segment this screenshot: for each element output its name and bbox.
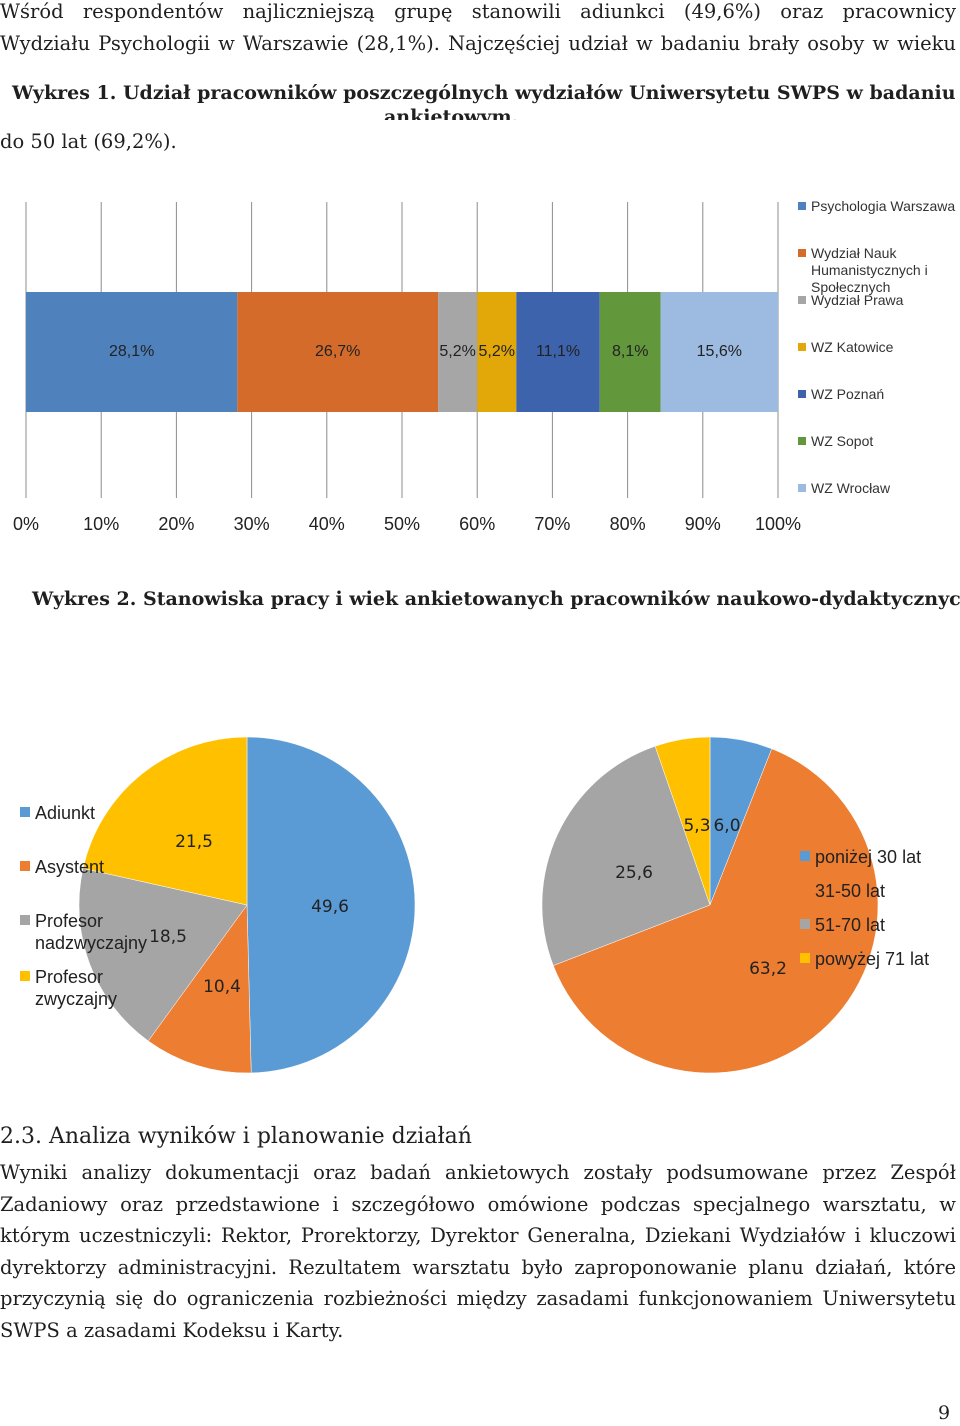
legend-swatch [800,851,810,861]
section-line-1: Wyniki analizy dokumentacji oraz badań a… [0,1161,956,1184]
faculty-legend: Psychologia Warszawa Wydział Nauk Humanis… [798,198,958,508]
legend-label: WZ Wrocław [811,480,891,496]
legend-label: Profesor zwyczajny [35,967,118,1009]
bar-segment-wz-sopot [599,292,661,412]
x-tick-label: 50% [383,514,421,534]
x-tick-label: 10% [83,514,120,534]
legend-swatch [798,343,806,351]
bar-data-label: 28,1% [108,343,155,360]
legend-label: 51-70 lat [815,915,886,935]
legend-swatch [800,953,810,963]
section-line-2: Zadaniowy oraz przedstawione i szczegóło… [0,1192,956,1216]
figure1-caption: Wykres 1. Udział pracowników poszczególn… [12,82,956,104]
legend-swatch [20,807,30,817]
legend-label: 31-50 lat [815,881,886,901]
x-tick-label: 30% [233,514,270,534]
x-tick-label: 60% [459,514,496,534]
age-legend: poniżej 30 lat 31-50 lat 51-70 lat powyżej … [800,846,960,976]
position-legend: Adiunkt Asystent Profesor nadzwyczajny Prof… [20,800,180,1020]
intro-line-1: Wśród respondentów najliczniejszą grupę … [0,0,956,23]
legend-swatch [798,484,806,492]
pie-slice-profesor-zwyczajny [82,736,248,906]
figure1-caption-cont: ankietowym. [384,106,519,120]
pie-data-label: 5,3 [683,816,710,836]
x-tick-label: 20% [158,514,195,534]
bar-segment-wydzia-prawa [438,292,478,412]
legend-swatch [800,885,810,895]
pie-slice-profesor-nadzwyczajny [78,868,248,1042]
legend-swatch [798,249,806,257]
x-tick-label: 0% [12,514,40,534]
legend-label: WZ Katowice [811,339,894,355]
intro-line-2: Wydziału Psychologii w Warszawie (28,1%)… [0,31,956,55]
bar-segment-wz-katowice [477,292,517,412]
section-line-4: dyrektorzy administracyjni. Rezultatem w… [0,1255,956,1279]
legend-swatch [798,202,806,210]
legend-swatch [20,915,30,925]
faculty-bar-labels: 28,1% 26,7% 5,2% 5,2% 11,1% 8,1% 15,6% [0,190,790,520]
bar-data-label: 26,7% [315,343,361,360]
legend-label: Asystent [35,857,105,877]
position-pie-chart: 49,6 10,4 18,5 21,5 Adiunkt Asystent Profesor… [0,720,470,1090]
legend-swatch [20,971,30,981]
section-heading: 2.3. Analiza wyników i planowanie działa… [0,1124,472,1149]
section-line-6: SWPS a zasadami Kodeksu i Karty. [0,1318,344,1342]
x-tick-label: 40% [308,514,345,534]
x-tick-label: 90% [684,514,721,534]
bar-data-label: 15,6% [696,343,743,360]
legend-label: Psychologia Warszawa [811,198,956,214]
x-tick-label: 70% [534,514,571,534]
bar-segment-psychologia-warszawa [26,292,238,412]
pie-data-label: 63,2 [749,959,787,979]
intro-line-3: do 50 lat (69,2%). [0,130,177,153]
legend-swatch [800,919,810,929]
age-pie-chart: 6,0 63,2 25,6 5,3 poniżej 30 lat 31-50 lat 51… [500,720,960,1090]
pie-slice-asystent [147,904,252,1074]
x-tick-label: 80% [609,514,646,534]
legend-label: Wydział Nauk Humanistycznych i Społeczny… [811,245,928,295]
bar-data-label: 5,2% [478,343,515,360]
legend-swatch [20,861,30,871]
page-number: 9 [938,1402,951,1424]
faculty-x-axis: 0% 10% 20% 30% 40% 50% 60% 70% 80% 90% 100% [0,190,820,550]
pie-data-label: 18,5 [149,927,187,947]
pie-data-label: 25,6 [615,863,653,883]
section-paragraph: Wyniki analizy dokumentacji oraz badań a… [0,1157,956,1346]
x-tick-label: 100% [754,514,802,534]
faculty-share-chart: 28,1% 26,7% 5,2% 5,2% 11,1% 8,1% 15,6% 0% 10% 20… [0,190,960,560]
pie-data-label: 21,5 [175,832,213,852]
pie-slice-powy-ej-71-lat [654,736,711,906]
position-pie: 49,6 10,4 18,5 21,5 [78,736,416,1074]
legend-label: WZ Poznań [811,386,885,402]
legend-label: Adiunkt [35,803,96,823]
pie-slice-31-50-lat [552,748,879,1074]
legend-label: Wydział Prawa [811,292,904,308]
pie-data-label: 6,0 [713,816,740,836]
legend-swatch [798,390,806,398]
legend-swatch [798,437,806,445]
bar-data-label: 8,1% [611,343,649,360]
section-line-3: którym uczestniczyli: Rektor, Prorektorz… [0,1224,956,1247]
legend-label: poniżej 30 lat [815,847,922,867]
pie-slice-adiunkt [246,736,416,1074]
figure2-caption: Wykres 2. Stanowiska pracy i wiek ankiet… [32,588,960,610]
legend-swatch [798,296,806,304]
pie-data-label: 10,4 [203,977,241,997]
pie-slice-51-70-lat [541,745,711,966]
bar-segment-wydzia-nauk-humanistycznych-i-spo-ecznych [237,292,439,412]
legend-label: WZ Sopot [811,433,874,449]
bar-data-label: 11,1% [535,343,581,360]
legend-label: powyżej 71 lat [815,949,930,969]
section-line-5: przyczynią się do ograniczenia rozbieżno… [0,1287,956,1310]
intro-paragraph: Wśród respondentów najliczniejszą grupę … [0,0,956,59]
bar-segment-wz-pozna [516,292,600,412]
bar-segment-wz-wroc-aw [660,292,778,412]
section-heading-text: 2.3. Analiza wyników i planowanie działa… [0,1124,472,1149]
legend-label: Profesor nadzwyczajny [35,911,148,953]
age-pie: 6,0 63,2 25,6 5,3 [541,736,879,1074]
bar-data-label: 5,2% [439,343,476,360]
faculty-bar-plot [25,202,779,498]
pie-data-label: 49,6 [311,897,349,917]
